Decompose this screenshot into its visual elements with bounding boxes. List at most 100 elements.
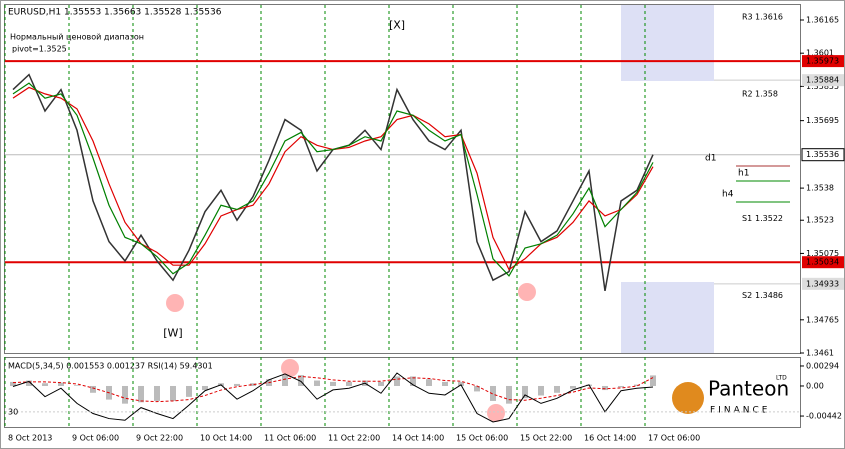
x-tick-label: 9 Oct 22:00 bbox=[136, 434, 183, 443]
macd-bar bbox=[330, 381, 336, 386]
price-box bbox=[802, 256, 844, 269]
y-tick-label: 1.3523 bbox=[806, 216, 834, 225]
logo-mark bbox=[672, 382, 704, 414]
price-box bbox=[802, 277, 844, 290]
macd-bar bbox=[522, 385, 528, 399]
macd-bar bbox=[202, 385, 208, 391]
zone-label: 1.35884 bbox=[806, 76, 839, 85]
macd-bar bbox=[58, 382, 64, 386]
macd-bar bbox=[282, 375, 288, 386]
macd-bar bbox=[314, 380, 320, 386]
price-box bbox=[801, 148, 845, 162]
macd-bar bbox=[618, 385, 624, 388]
macd-bar bbox=[426, 379, 432, 386]
highlight bbox=[166, 294, 184, 312]
macd-bar bbox=[154, 385, 160, 401]
indicator-title: MACD(5,34,5) 0.001553 0.001237 RSI(14) 5… bbox=[8, 362, 213, 371]
y-tick-label: 1.3461 bbox=[806, 349, 834, 358]
y-tick-label: 1.3601 bbox=[806, 49, 834, 58]
macd-bar bbox=[458, 381, 464, 386]
macd-bar bbox=[650, 375, 656, 386]
pivot-zone bbox=[621, 5, 714, 81]
x-tick-label: 11 Oct 06:00 bbox=[264, 434, 316, 443]
pivot-name: R3 bbox=[742, 13, 753, 22]
macd-bar bbox=[490, 385, 496, 401]
pivot-value: 1.3522 bbox=[755, 214, 783, 223]
x-tick-label: 17 Oct 06:00 bbox=[648, 434, 700, 443]
logo-sub: FINANCE bbox=[710, 406, 770, 416]
pivot-value: 1.3616 bbox=[755, 13, 783, 22]
macd-bar bbox=[186, 385, 192, 397]
macd-bar bbox=[394, 376, 400, 386]
macd-bar bbox=[170, 385, 176, 401]
x-tick-label: 16 Oct 14:00 bbox=[584, 434, 636, 443]
macd-bar bbox=[442, 381, 448, 386]
macd-bar bbox=[90, 385, 96, 393]
logo-tag: LTD bbox=[776, 375, 787, 382]
signal-line bbox=[12, 375, 654, 403]
macd-bar bbox=[410, 376, 416, 386]
macd-bar bbox=[234, 383, 240, 386]
macd-bar bbox=[138, 385, 144, 403]
zone-label: 1.34933 bbox=[806, 279, 839, 288]
level-label: 1.35973 bbox=[806, 57, 839, 66]
pivot-name: R2 bbox=[742, 90, 753, 99]
series-line bbox=[12, 82, 654, 277]
macd-bar bbox=[474, 385, 480, 392]
y-tick-label: 1.34765 bbox=[806, 315, 839, 324]
rsi-line bbox=[12, 372, 654, 423]
price-label: 1.35536 bbox=[806, 150, 839, 159]
tf-label: d1 bbox=[705, 154, 716, 164]
annotation: [X] bbox=[389, 18, 405, 31]
macd-bar bbox=[506, 385, 512, 404]
tf-label: h1 bbox=[738, 169, 749, 179]
macd-bar bbox=[26, 380, 32, 386]
y-tick-label: 1.35075 bbox=[806, 249, 839, 258]
macd-bar bbox=[346, 381, 352, 386]
y-tick-label: 1.3538 bbox=[806, 184, 834, 193]
y-tick-label: -0.00442 bbox=[806, 412, 842, 421]
logo: Panteon FINANCE LTD bbox=[672, 375, 789, 416]
symbol-title: EURUSD,H1 1.35553 1.35663 1.35528 1.3553… bbox=[8, 8, 222, 18]
indicator-panel bbox=[4, 357, 801, 428]
rsi-tick-label: 30 bbox=[8, 407, 18, 416]
pivot-value: 1.3486 bbox=[755, 291, 783, 300]
level-label: 1.35034 bbox=[806, 258, 839, 267]
price-box bbox=[802, 55, 844, 68]
y-tick-label: 1.35855 bbox=[806, 82, 839, 91]
range-note: Нормальный ценовой диапазон bbox=[10, 33, 144, 42]
macd-bar bbox=[570, 385, 576, 389]
macd-bar bbox=[378, 381, 384, 386]
macd-bar bbox=[634, 384, 640, 386]
highlight bbox=[281, 359, 299, 377]
y-tick-label: 0.00 bbox=[806, 381, 824, 390]
y-tick-label: 0.00294 bbox=[806, 361, 839, 370]
y-tick-label: 1.36165 bbox=[806, 15, 839, 24]
pivot-note: pivot=1.3525 bbox=[12, 45, 67, 54]
x-tick-label: 9 Oct 06:00 bbox=[72, 434, 119, 443]
macd-bar bbox=[122, 385, 128, 404]
x-tick-label: 10 Oct 14:00 bbox=[200, 434, 252, 443]
macd-bar bbox=[250, 383, 256, 386]
x-tick-label: 15 Oct 06:00 bbox=[456, 434, 508, 443]
pivot-value: 1.358 bbox=[755, 90, 778, 99]
price-box bbox=[802, 74, 844, 87]
macd-bar bbox=[554, 385, 560, 393]
tf-label: h4 bbox=[722, 190, 734, 200]
x-tick-label: 14 Oct 14:00 bbox=[392, 434, 444, 443]
pivot-zone bbox=[621, 282, 714, 353]
macd-bar bbox=[602, 385, 608, 391]
y-tick-label: 1.35695 bbox=[806, 116, 839, 125]
x-tick-label: 15 Oct 22:00 bbox=[520, 434, 572, 443]
macd-bar bbox=[42, 383, 48, 386]
macd-bar bbox=[298, 375, 304, 386]
pivot-name: S2 bbox=[742, 291, 752, 300]
highlight bbox=[518, 283, 536, 301]
macd-bar bbox=[10, 381, 16, 386]
highlight bbox=[487, 404, 505, 422]
logo-name: Panteon bbox=[708, 377, 789, 401]
pivot-name: S1 bbox=[742, 214, 752, 223]
annotation: [W] bbox=[163, 327, 182, 340]
x-tick-label: 11 Oct 22:00 bbox=[328, 434, 380, 443]
